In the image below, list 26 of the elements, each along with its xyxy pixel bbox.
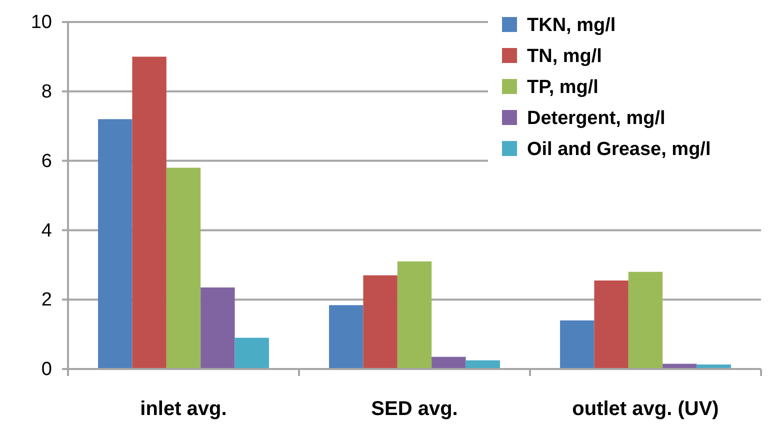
bar: [200, 287, 235, 369]
legend-label: TP, mg/l: [527, 77, 598, 98]
legend-label: TN, mg/l: [527, 46, 602, 67]
y-tick-label: 0: [41, 359, 52, 380]
legend-label: Detergent, mg/l: [527, 108, 666, 129]
bar: [132, 56, 166, 369]
y-tick-label: 2: [41, 290, 52, 311]
x-tick-label: inlet avg.: [140, 398, 227, 420]
bar: [363, 275, 398, 369]
y-tick-label: 10: [30, 12, 52, 34]
bar: [560, 320, 594, 369]
bar: [234, 338, 269, 369]
bar: [432, 356, 466, 369]
bar: [98, 119, 132, 369]
bar: [594, 280, 628, 369]
x-tick-label: SED avg.: [371, 398, 458, 420]
y-tick-label: 6: [41, 150, 52, 172]
bar: [166, 168, 201, 369]
bar: [329, 305, 364, 369]
y-tick-label: 8: [41, 81, 52, 102]
bar: [628, 272, 663, 369]
y-tick-label: 4: [41, 220, 52, 242]
bar: [397, 261, 432, 369]
legend-label: TKN, mg/l: [527, 15, 616, 36]
legend-label: Oil and Grease, mg/l: [527, 139, 711, 160]
x-tick-label: outlet avg. (UV): [572, 398, 719, 420]
